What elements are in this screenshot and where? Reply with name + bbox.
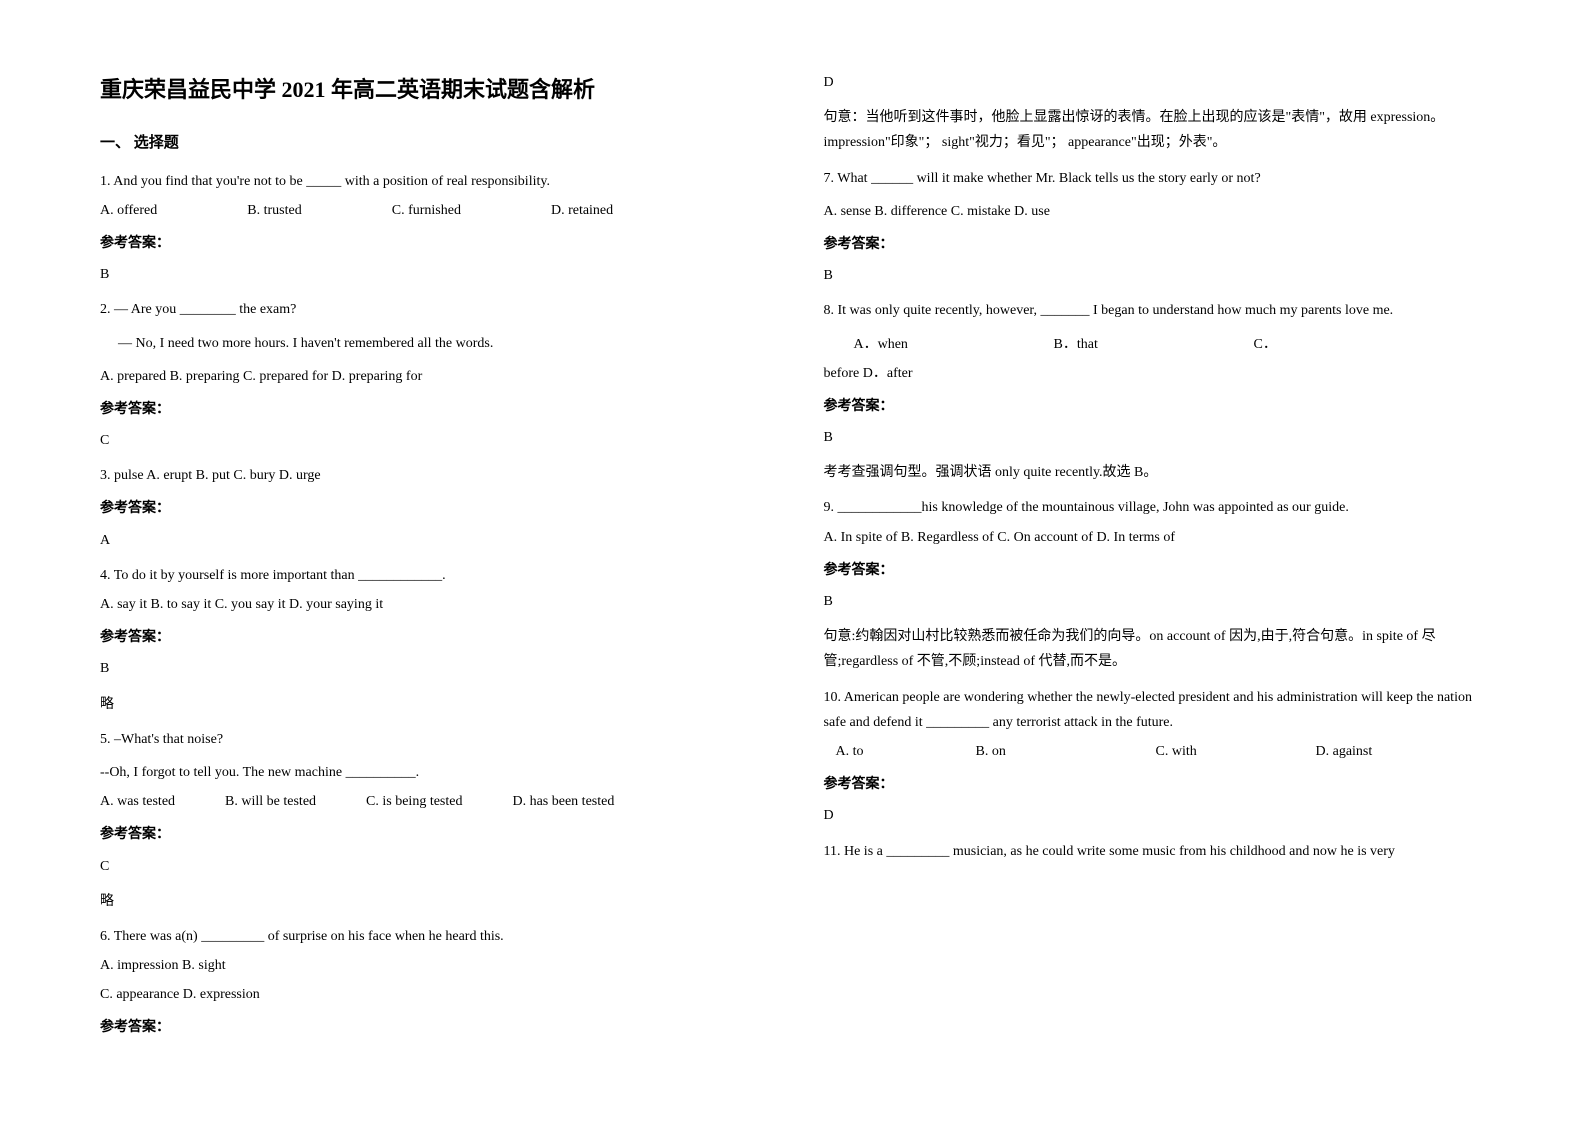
q2-answer: C bbox=[100, 428, 764, 453]
q5-opt-b: B. will be tested bbox=[225, 789, 316, 814]
q8-text: 8. It was only quite recently, however, … bbox=[824, 298, 1488, 323]
q3-text: 3. pulse A. erupt B. put C. bury D. urge bbox=[100, 463, 764, 488]
q8-answer-label: 参考答案： bbox=[824, 394, 1488, 419]
q9-answer: B bbox=[824, 589, 1488, 614]
q1-answer: B bbox=[100, 262, 764, 287]
q2-options: A. prepared B. preparing C. prepared for… bbox=[100, 364, 764, 389]
q4-answer-label: 参考答案： bbox=[100, 625, 764, 650]
q8-opt-c-partial: C． bbox=[1254, 332, 1277, 357]
q11-text: 11. He is a _________ musician, as he co… bbox=[824, 839, 1488, 864]
q1-opt-d: D. retained bbox=[551, 198, 613, 223]
q5-opt-c: C. is being tested bbox=[366, 789, 462, 814]
q6-opts2: C. appearance D. expression bbox=[100, 982, 764, 1007]
q1-options: A. offered B. trusted C. furnished D. re… bbox=[100, 198, 764, 223]
q5-opt-d: D. has been tested bbox=[512, 789, 614, 814]
q5-answer-label: 参考答案： bbox=[100, 822, 764, 847]
q8-opts-row1: A．when B．that C． bbox=[824, 332, 1488, 357]
q10-answer: D bbox=[824, 803, 1488, 828]
exam-title: 重庆荣昌益民中学 2021 年高二英语期末试题含解析 bbox=[100, 70, 764, 110]
q8-opt-a: A．when bbox=[854, 332, 1054, 357]
q3-answer-label: 参考答案： bbox=[100, 496, 764, 521]
q2-answer-label: 参考答案： bbox=[100, 397, 764, 422]
q4-answer: B bbox=[100, 656, 764, 681]
q4-explain: 略 bbox=[100, 692, 764, 717]
q8-opt-b: B．that bbox=[1054, 332, 1254, 357]
q8-explain: 考考查强调句型。强调状语 only quite recently.故选 B。 bbox=[824, 460, 1488, 485]
q1-text: 1. And you find that you're not to be __… bbox=[100, 169, 764, 194]
q9-explain: 句意:约翰因对山村比较熟悉而被任命为我们的向导。on account of 因为… bbox=[824, 624, 1488, 674]
q1-opt-c: C. furnished bbox=[392, 198, 461, 223]
q7-options: A. sense B. difference C. mistake D. use bbox=[824, 199, 1488, 224]
q5-answer: C bbox=[100, 854, 764, 879]
section-heading-1: 一、 选择题 bbox=[100, 130, 764, 157]
q10-opt-a: A. to bbox=[836, 739, 976, 764]
q9-text: 9. ____________his knowledge of the moun… bbox=[824, 495, 1488, 520]
q1-opt-a: A. offered bbox=[100, 198, 157, 223]
q5-opt-a: A. was tested bbox=[100, 789, 175, 814]
q5-options: A. was tested B. will be tested C. is be… bbox=[100, 789, 764, 814]
q9-answer-label: 参考答案： bbox=[824, 558, 1488, 583]
q4-text: 4. To do it by yourself is more importan… bbox=[100, 563, 764, 588]
q5-line2: --Oh, I forgot to tell you. The new mach… bbox=[100, 760, 764, 785]
q10-text: 10. American people are wondering whethe… bbox=[824, 685, 1488, 735]
q4-options: A. say it B. to say it C. you say it D. … bbox=[100, 592, 764, 617]
q8-opts-row2: before D．after bbox=[824, 361, 1488, 386]
q7-answer-label: 参考答案： bbox=[824, 232, 1488, 257]
q6-explain: 句意：当他听到这件事时，他脸上显露出惊讶的表情。在脸上出现的应该是"表情"，故用… bbox=[824, 105, 1488, 155]
q2-line1: 2. — Are you ________ the exam? bbox=[100, 297, 764, 322]
q10-opt-d: D. against bbox=[1316, 739, 1373, 764]
q5-line1: 5. –What's that noise? bbox=[100, 727, 764, 752]
q10-opt-b: B. on bbox=[976, 739, 1156, 764]
q6-text: 6. There was a(n) _________ of surprise … bbox=[100, 924, 764, 949]
q9-options: A. In spite of B. Regardless of C. On ac… bbox=[824, 525, 1488, 550]
q7-text: 7. What ______ will it make whether Mr. … bbox=[824, 166, 1488, 191]
q6-opts1: A. impression B. sight bbox=[100, 953, 764, 978]
q5-explain: 略 bbox=[100, 889, 764, 914]
q1-answer-label: 参考答案： bbox=[100, 231, 764, 256]
q1-opt-b: B. trusted bbox=[247, 198, 301, 223]
q7-answer: B bbox=[824, 263, 1488, 288]
q8-answer: B bbox=[824, 425, 1488, 450]
q3-answer: A bbox=[100, 528, 764, 553]
q2-line2: — No, I need two more hours. I haven't r… bbox=[118, 331, 764, 356]
q10-options: A. to B. on C. with D. against bbox=[824, 739, 1488, 764]
q6-answer-label: 参考答案： bbox=[100, 1015, 764, 1040]
q10-opt-c: C. with bbox=[1156, 739, 1316, 764]
q6-answer: D bbox=[824, 70, 1488, 95]
q10-answer-label: 参考答案： bbox=[824, 772, 1488, 797]
